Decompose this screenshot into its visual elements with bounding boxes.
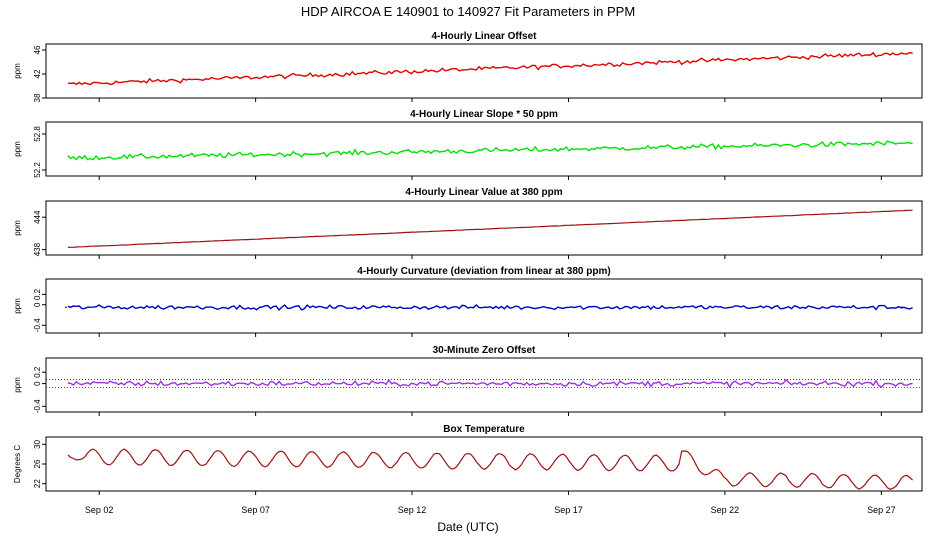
series <box>67 448 914 490</box>
y-axis-label: ppm <box>13 377 22 393</box>
x-ticks <box>98 333 882 337</box>
y-tick-label: 22 <box>33 479 42 488</box>
panel-title: 4-Hourly Linear Offset <box>431 31 537 42</box>
edge-point <box>901 306 903 309</box>
y-tick-label: 438 <box>33 242 42 256</box>
x-ticks <box>98 491 882 495</box>
x-ticks <box>98 98 882 102</box>
series-line <box>67 304 913 311</box>
y-tick-label: 38 <box>33 93 42 102</box>
x-tick-label: Sep 12 <box>398 505 427 515</box>
x-ticks <box>98 412 882 416</box>
x-ticks <box>98 255 882 259</box>
y-axis-label: ppm <box>13 141 22 157</box>
x-tick-label: Sep 22 <box>711 505 740 515</box>
y-tick-label: -0.4 <box>33 399 42 413</box>
x-tick-label: Sep 07 <box>241 505 270 515</box>
x-axis-label: Date (UTC) <box>437 520 498 534</box>
x-tick-labels: Sep 02 Sep 07 Sep 12 Sep 17 Sep 22 Sep 27 <box>85 505 896 515</box>
plot-frame <box>45 43 923 99</box>
series-line <box>67 378 913 389</box>
x-ticks <box>98 176 882 180</box>
series-line <box>67 209 913 248</box>
x-tick-label: Sep 27 <box>867 505 896 515</box>
y-axis-label: ppm <box>13 220 22 236</box>
panel-title: 4-Hourly Curvature (deviation from linea… <box>357 266 610 277</box>
panel-linear-slope: 4-Hourly Linear Slope * 50 ppm ppm 52.25… <box>13 109 923 180</box>
y-tick-label: 26 <box>33 459 42 468</box>
y-tick-label: 444 <box>33 210 42 224</box>
y-ticks: 22 26 30 <box>33 439 46 488</box>
series-line <box>67 140 913 161</box>
y-tick-label: 52.8 <box>33 126 42 142</box>
series-line <box>67 51 913 86</box>
y-tick-label: 46 <box>33 45 42 54</box>
y-axis-label: ppm <box>13 298 22 314</box>
panel-curvature: 4-Hourly Curvature (deviation from linea… <box>13 266 923 337</box>
y-tick-label: 0 <box>33 381 42 386</box>
series <box>65 304 913 311</box>
series <box>67 378 913 389</box>
plot-frame <box>45 121 923 177</box>
y-tick-label: 0.2 <box>33 288 42 300</box>
panel-linear-offset: 4-Hourly Linear Offset ppm 38 42 46 <box>13 31 923 102</box>
panel-linear-value: 4-Hourly Linear Value at 380 ppm ppm 438… <box>13 187 923 259</box>
panel-title: 4-Hourly Linear Slope * 50 ppm <box>410 109 558 120</box>
y-tick-label: 0.2 <box>33 366 42 378</box>
y-tick-label: 42 <box>33 69 42 78</box>
series-line <box>67 448 914 490</box>
x-tick-label: Sep 02 <box>85 505 114 515</box>
panel-title: 30-Minute Zero Offset <box>433 345 536 356</box>
y-ticks: 52.2 52.8 <box>33 126 46 178</box>
y-axis-label: ppm <box>13 63 22 79</box>
series <box>67 140 913 161</box>
y-ticks: -0.4 0 0.2 <box>33 366 46 413</box>
y-tick-label: 30 <box>33 439 42 448</box>
y-ticks: 38 42 46 <box>33 45 46 102</box>
y-tick-label: -0.4 <box>33 318 42 332</box>
panel-box-temperature: Box Temperature Degrees C 22 26 30 <box>13 424 923 495</box>
y-axis-label: Degrees C <box>13 445 22 483</box>
panel-zero-offset: 30-Minute Zero Offset ppm -0.4 0 0.2 <box>13 345 923 416</box>
page-title: HDP AIRCOA E 140901 to 140927 Fit Parame… <box>301 4 635 19</box>
plot-frame <box>45 200 923 256</box>
x-tick-label: Sep 17 <box>554 505 583 515</box>
plot-frame <box>45 357 923 413</box>
series <box>67 51 913 86</box>
panel-title: Box Temperature <box>443 424 525 435</box>
panel-title: 4-Hourly Linear Value at 380 ppm <box>405 187 562 198</box>
y-tick-label: 52.2 <box>33 162 42 178</box>
series <box>67 209 913 248</box>
y-ticks: -0.4 0 0.2 <box>33 288 46 332</box>
edge-point <box>65 306 67 309</box>
plot-frame <box>45 278 923 334</box>
y-tick-label: 0 <box>33 302 42 307</box>
y-ticks: 438 444 <box>33 210 46 256</box>
